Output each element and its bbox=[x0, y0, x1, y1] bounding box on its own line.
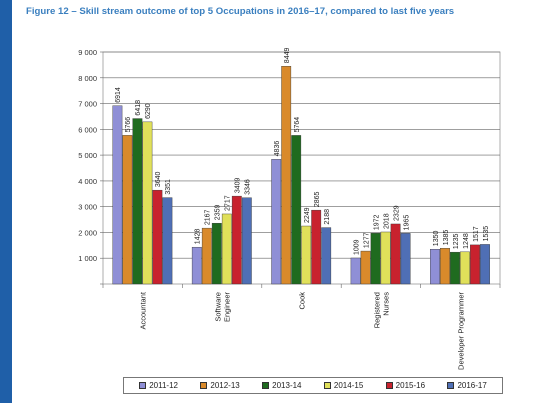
bar bbox=[390, 223, 401, 285]
data-label: 2865 bbox=[314, 191, 321, 207]
y-tick-label: 6 000 bbox=[78, 125, 97, 134]
data-label: 2018 bbox=[383, 213, 390, 229]
bar bbox=[112, 105, 123, 285]
legend-label: 2016-17 bbox=[457, 381, 487, 390]
data-label: 1517 bbox=[473, 226, 480, 242]
y-tick-label: 4 000 bbox=[78, 177, 97, 186]
data-label: 6914 bbox=[115, 87, 122, 103]
y-tick-label: 2 000 bbox=[78, 228, 97, 237]
bar bbox=[360, 250, 371, 285]
y-tick-label: 7 000 bbox=[78, 100, 97, 109]
bar bbox=[152, 189, 163, 285]
legend-item: 2014-15 bbox=[323, 381, 364, 390]
legend-swatch bbox=[323, 382, 331, 389]
legend-swatch bbox=[262, 382, 270, 389]
bar bbox=[231, 195, 242, 285]
data-label: 1277 bbox=[363, 232, 370, 248]
data-label: 8449 bbox=[284, 48, 291, 64]
bar bbox=[350, 257, 361, 285]
bar bbox=[430, 248, 440, 285]
legend-item: 2015-16 bbox=[385, 381, 426, 390]
y-tick-label: 9 000 bbox=[78, 48, 97, 57]
y-tick-label: 8 000 bbox=[78, 74, 97, 83]
data-label: 1009 bbox=[353, 239, 360, 255]
bar bbox=[470, 244, 480, 285]
x-category-label: Registered bbox=[372, 292, 381, 328]
y-tick-label: 5 000 bbox=[78, 151, 97, 160]
data-label: 1965 bbox=[403, 215, 410, 231]
bar bbox=[201, 227, 212, 285]
data-label: 3351 bbox=[165, 179, 172, 195]
figure-title: Figure 12 – Skill stream outcome of top … bbox=[26, 6, 455, 17]
bar bbox=[460, 251, 470, 285]
x-category-label: Cook bbox=[298, 292, 307, 310]
bar bbox=[122, 135, 133, 285]
data-label: 2167 bbox=[205, 209, 212, 225]
data-label: 2188 bbox=[324, 209, 331, 225]
data-label: 2359 bbox=[215, 205, 222, 221]
legend-swatch bbox=[139, 382, 147, 389]
bar bbox=[221, 213, 232, 285]
data-label: 2249 bbox=[304, 207, 311, 223]
data-label: 5766 bbox=[125, 117, 132, 133]
legend-label: 2012-13 bbox=[210, 381, 240, 390]
chart-legend: 2011-12 2012-13 2013-14 2014-15 2015-16 2016-… bbox=[123, 377, 503, 394]
legend-label: 2013-14 bbox=[272, 381, 302, 390]
x-category-label: Software bbox=[214, 292, 223, 322]
bar bbox=[440, 248, 450, 285]
legend-label: 2014-15 bbox=[333, 381, 364, 390]
data-label: 3640 bbox=[155, 171, 162, 187]
legend-swatch bbox=[200, 382, 208, 389]
data-label: 6290 bbox=[145, 103, 152, 119]
legend-item: 2016-17 bbox=[447, 381, 487, 390]
data-label: 1972 bbox=[373, 214, 380, 230]
bar bbox=[370, 232, 381, 285]
legend-swatch bbox=[447, 382, 455, 389]
data-label: 1385 bbox=[443, 230, 450, 246]
data-label: 6418 bbox=[135, 100, 142, 116]
y-tick-label: 1 000 bbox=[78, 254, 97, 263]
bar bbox=[142, 121, 153, 285]
bar bbox=[400, 233, 411, 285]
data-label: 1248 bbox=[463, 233, 470, 249]
legend-swatch bbox=[385, 382, 393, 389]
legend-item: 2013-14 bbox=[262, 381, 302, 390]
bar bbox=[271, 159, 282, 285]
data-label: 2329 bbox=[393, 205, 400, 221]
x-category-label: Developer Programmer bbox=[456, 292, 465, 370]
bar bbox=[450, 251, 460, 285]
bar bbox=[162, 197, 173, 285]
bar bbox=[321, 227, 332, 285]
y-tick-label: 3 000 bbox=[78, 203, 97, 212]
data-label: 4836 bbox=[274, 141, 281, 157]
left-accent-bar bbox=[0, 0, 12, 403]
bar bbox=[480, 244, 490, 285]
bar bbox=[380, 231, 391, 285]
x-category-label: Accountant bbox=[139, 291, 148, 329]
data-label: 1428 bbox=[195, 229, 202, 245]
x-category-label: Engineer bbox=[223, 292, 232, 323]
bar bbox=[281, 66, 292, 285]
data-label: 1535 bbox=[483, 226, 490, 242]
bar bbox=[291, 135, 302, 285]
data-label: 5764 bbox=[294, 117, 301, 133]
legend-label: 2015-16 bbox=[395, 381, 426, 390]
data-label: 3346 bbox=[245, 179, 252, 195]
bar bbox=[211, 222, 222, 285]
legend-label: 2011-12 bbox=[149, 381, 178, 390]
legend-item: 2012-13 bbox=[200, 381, 240, 390]
data-label: 1350 bbox=[433, 231, 440, 247]
bar bbox=[132, 118, 143, 285]
bar bbox=[241, 197, 252, 285]
bar bbox=[191, 246, 202, 285]
bar bbox=[301, 225, 312, 285]
data-label: 1235 bbox=[453, 233, 460, 249]
data-label: 2717 bbox=[225, 195, 232, 211]
x-category-label: Nurses bbox=[381, 292, 390, 316]
legend-item: 2011-12 bbox=[139, 381, 178, 390]
data-label: 3409 bbox=[235, 177, 242, 193]
bar bbox=[311, 209, 322, 285]
